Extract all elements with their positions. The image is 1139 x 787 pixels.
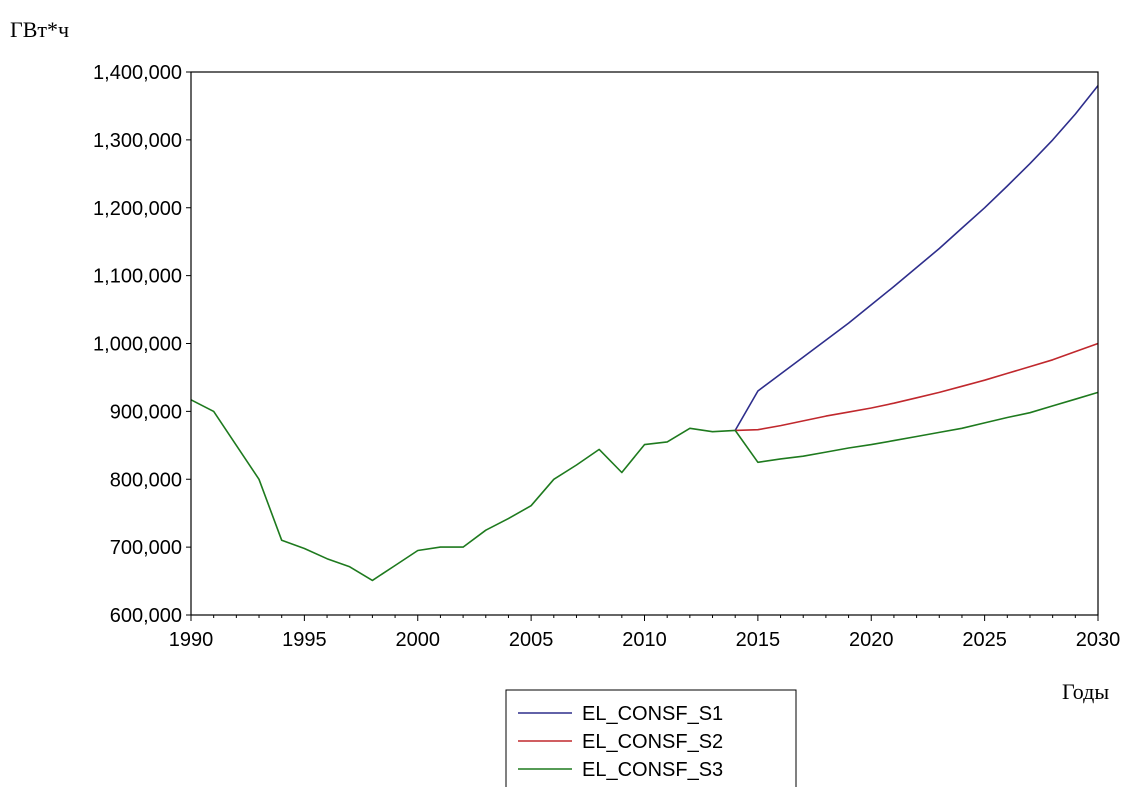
x-tick-label: 2010: [622, 629, 667, 651]
y-tick-label: 800,000: [110, 469, 182, 491]
x-tick-label: 2030: [1076, 629, 1121, 651]
y-tick-label: 900,000: [110, 401, 182, 423]
y-tick-label: 1,400,000: [93, 62, 182, 84]
x-axis: 1990 1995 2000 2005 2010 2015 2020 2025 2030: [169, 615, 1121, 651]
legend-box: [505, 689, 797, 787]
x-tick-label: 1990: [169, 629, 214, 651]
y-tick-label: 1,000,000: [93, 334, 182, 356]
legend: EL_CONSF_S1 EL_CONSF_S2 EL_CONSF_S3: [505, 689, 797, 787]
series-line-3: [734, 391, 1099, 464]
legend-label-2: EL_CONSF_S2: [582, 731, 723, 753]
y-tick-label: 600,000: [110, 605, 182, 627]
y-tick-label: 1,200,000: [93, 198, 182, 220]
series-line-2: [735, 342, 1099, 432]
historical-line: [190, 399, 736, 582]
x-axis-unit-label: Годы: [1062, 679, 1109, 704]
x-tick-label: 1995: [282, 629, 327, 651]
y-tick-label: 700,000: [110, 537, 182, 559]
x-tick-label: 2015: [736, 629, 781, 651]
x-tick-label: 2020: [849, 629, 894, 651]
x-tick-label: 2025: [962, 629, 1007, 651]
series-line-1: [734, 85, 1099, 431]
plot-frame: [190, 71, 1099, 616]
x-tick-label: 2005: [509, 629, 554, 651]
legend-label-3: EL_CONSF_S3: [582, 759, 723, 781]
x-tick-label: 2000: [396, 629, 441, 651]
legend-label-1: EL_CONSF_S1: [582, 703, 723, 725]
y-tick-label: 1,100,000: [93, 266, 182, 288]
plot-lines: [190, 85, 1099, 582]
y-tick-label: 1,300,000: [93, 130, 182, 152]
y-axis: 600,000 700,000 800,000 900,000 1,000,000 1,1…: [93, 62, 191, 627]
y-axis-unit-label: ГВт*ч: [10, 17, 69, 42]
